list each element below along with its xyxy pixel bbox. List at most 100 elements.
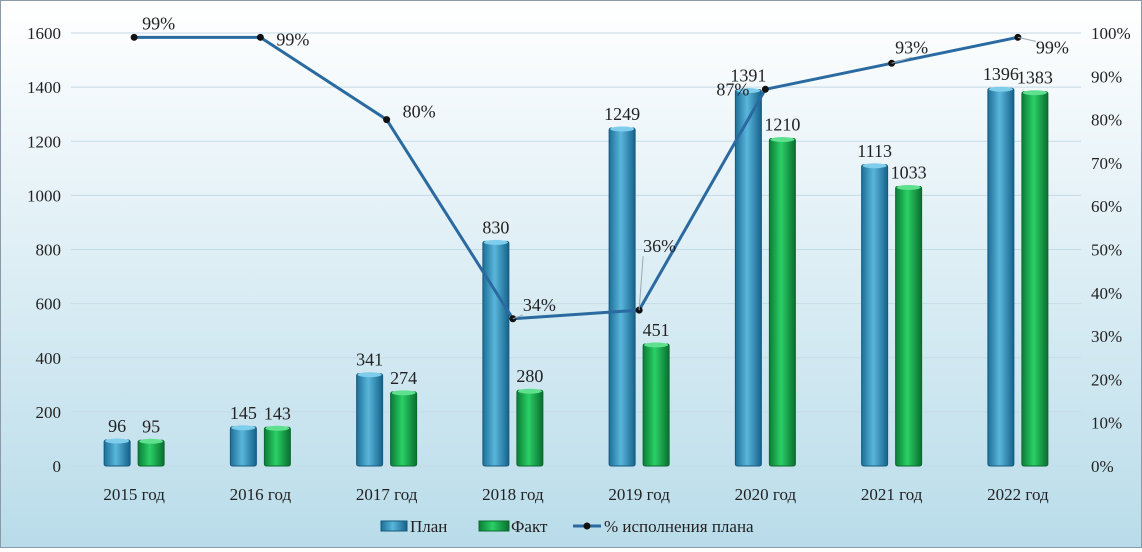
percent-label: 34% (523, 295, 556, 315)
left-axis: 0 200 400 600 800 1000 1200 1400 1600 (27, 24, 61, 476)
legend-line-marker (583, 522, 591, 530)
bar-plan-cap (988, 86, 1013, 92)
legend-fact-label: Факт (511, 517, 548, 536)
legend-fact-swatch (478, 520, 510, 532)
y-right-tick-label: 30% (1091, 327, 1122, 346)
grid-lines (71, 32, 1081, 467)
bar-fact-label: 451 (643, 320, 670, 340)
bar-plan-label: 1396 (983, 64, 1019, 84)
bar-plan (103, 439, 131, 467)
bar-fact-label: 280 (516, 366, 543, 386)
bar-plan-label: 1113 (857, 141, 892, 161)
bar-fact (895, 185, 923, 467)
bar-series: 96 95 145 143 341 274 830 280 1249 451 1391 1210 111… (103, 64, 1053, 467)
bar-fact (768, 138, 796, 467)
y-left-tick-label: 1400 (27, 78, 61, 97)
percent-point (130, 33, 138, 41)
percent-label: 99% (276, 29, 309, 49)
legend: План Факт % исполнения плана (380, 517, 754, 536)
bar-fact-label: 1033 (891, 162, 927, 182)
bar-plan-label: 145 (230, 403, 257, 423)
y-right-tick-label: 100% (1091, 24, 1131, 43)
percent-leader-line (1017, 36, 1036, 42)
bar-fact (263, 426, 291, 467)
percent-label: 80% (403, 102, 436, 122)
bar-fact (516, 389, 544, 467)
bar-fact-label: 1210 (764, 115, 800, 135)
bar-fact-cap (770, 137, 795, 143)
bar-plan-cap (610, 126, 635, 132)
y-right-tick-label: 90% (1091, 67, 1122, 86)
bar-plan (356, 373, 384, 467)
x-tick-label: 2016 год (230, 485, 292, 504)
bar-fact-cap (517, 388, 542, 394)
bar-fact (390, 391, 418, 467)
bar-plan-cap (231, 425, 256, 431)
right-axis: 0% 10% 20% 30% 40% 50% 60% 70% 80% 90% 100% (1091, 24, 1131, 476)
x-tick-label: 2018 год (482, 485, 544, 504)
bar-plan-label: 96 (108, 416, 126, 436)
x-tick-label: 2021 год (861, 485, 923, 504)
y-right-tick-label: 0% (1091, 457, 1114, 476)
bar-fact-cap (265, 425, 290, 431)
percent-label: 93% (895, 37, 928, 57)
percent-label: 36% (643, 236, 676, 256)
y-left-tick-label: 1000 (27, 186, 61, 205)
y-right-tick-label: 70% (1091, 154, 1122, 173)
bar-fact-label: 1383 (1017, 68, 1053, 88)
bar-fact-label: 274 (390, 368, 417, 388)
bar-plan (861, 164, 889, 467)
bar-plan-cap (736, 88, 761, 94)
x-tick-label: 2015 год (103, 485, 165, 504)
percent-line (134, 35, 1019, 321)
bar-fact-label: 95 (142, 416, 160, 436)
bar-fact-cap (139, 438, 164, 444)
bar-plan (608, 127, 636, 467)
percent-point (761, 85, 769, 93)
bar-plan (229, 426, 257, 467)
bar-plan-cap (483, 239, 508, 245)
bar-plan (734, 89, 762, 467)
bar-fact-cap (644, 342, 669, 348)
bar-fact (642, 343, 670, 467)
x-tick-label: 2019 год (608, 485, 670, 504)
percent-leader-line (638, 256, 644, 311)
y-right-tick-label: 20% (1091, 370, 1122, 389)
bar-fact-cap (896, 184, 921, 190)
x-axis: 2015 год 2016 год 2017 год 2018 год 2019 год… (103, 485, 1049, 504)
y-right-tick-label: 50% (1091, 241, 1122, 260)
percent-leader-line (512, 314, 524, 320)
percent-label: 99% (1036, 37, 1069, 57)
line-series: 99% 99% 80% 34% 36% 87% 93% 99% (130, 13, 1069, 323)
x-tick-label: 2022 год (987, 485, 1049, 504)
y-right-tick-label: 60% (1091, 197, 1122, 216)
y-right-tick-label: 10% (1091, 414, 1122, 433)
legend-line-label: % исполнения плана (604, 517, 754, 536)
legend-plan-label: План (410, 517, 447, 536)
bar-plan-label: 830 (482, 217, 509, 237)
bar-fact-cap (391, 390, 416, 396)
bar-fact-label: 143 (264, 403, 291, 423)
bar-plan-cap (105, 438, 130, 444)
y-left-tick-label: 400 (36, 349, 62, 368)
bar-plan-label: 1391 (730, 66, 766, 86)
y-left-tick-label: 1200 (27, 132, 61, 151)
bar-plan (987, 87, 1015, 467)
percent-point (256, 33, 264, 41)
y-left-tick-label: 0 (53, 457, 62, 476)
y-right-tick-label: 40% (1091, 284, 1122, 303)
bar-plan-label: 1249 (604, 104, 640, 124)
percent-point (383, 116, 391, 124)
x-tick-label: 2020 год (735, 485, 797, 504)
percent-leader-line (891, 56, 912, 64)
y-left-tick-label: 1600 (27, 24, 61, 43)
bar-plan-label: 341 (356, 350, 383, 370)
x-tick-label: 2017 год (356, 485, 418, 504)
bar-plan-cap (357, 372, 382, 378)
y-left-tick-label: 800 (36, 241, 62, 260)
bar-fact (1021, 91, 1049, 467)
legend-plan-swatch (380, 520, 408, 532)
y-left-tick-label: 600 (36, 295, 62, 314)
